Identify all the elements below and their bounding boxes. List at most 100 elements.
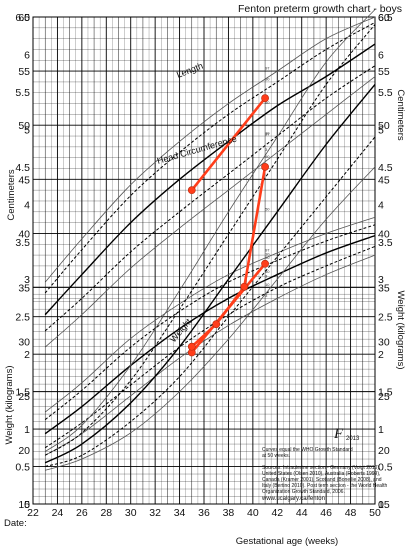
percentile-label: 3 <box>265 147 268 152</box>
note-line-4: Sources: Intrauterine section - Germany … <box>262 465 380 471</box>
x-tick-label: 42 <box>271 507 283 519</box>
y-tick-label-cm-right: 50 <box>378 120 390 132</box>
x-tick-label: 50 <box>369 507 381 519</box>
y-tick-label-kg-right: 1.5 <box>378 387 393 399</box>
x-tick-label: 46 <box>320 507 332 519</box>
y-tick-label-cm-left: 60 <box>18 12 30 24</box>
y-tick-label-kg-right: 2.5 <box>378 312 393 324</box>
note-line-1: Curves equal the WHO Growth Standard <box>262 447 353 453</box>
head_cm-p3-curve <box>45 254 376 456</box>
y-axis-label-cm-left: Centimeters <box>6 169 17 220</box>
y-tick-label-kg-left: 1 <box>24 424 30 436</box>
patient-line-length <box>190 97 267 191</box>
x-tick-label: 32 <box>149 507 161 519</box>
percentile-label: 3 <box>265 293 268 298</box>
reference-curves: 3 10 50 90 97 3 10 50 90 97 3 10 50 90 97 <box>44 9 376 471</box>
y-tick-label-kg-left: 3.5 <box>15 237 30 249</box>
x-tick-label: 48 <box>345 507 357 519</box>
patient-series <box>187 94 269 357</box>
y-tick-label-kg-left: 1.5 <box>15 387 30 399</box>
y-tick-label-kg-right: 5.5 <box>378 87 393 99</box>
chart-title: Fenton preterm growth chart - boys <box>238 3 402 15</box>
y-axis-label-weight-right: Weight (kilograms) <box>395 290 406 369</box>
date-label: Date: <box>4 518 27 529</box>
y-tick-label-kg-left: 4.5 <box>15 162 30 174</box>
x-tick-label: 22 <box>27 507 39 519</box>
percentile-label: 97 <box>265 247 270 252</box>
patient-line-weight <box>190 166 267 348</box>
y-tick-label-cm-left: 25 <box>18 391 30 403</box>
y-tick-label-kg-right: 4 <box>378 199 384 211</box>
grid <box>32 16 376 505</box>
y-tick-label-kg-left: 4 <box>24 199 30 211</box>
percentile-label: 97 <box>265 131 270 136</box>
percentile-label: 90 <box>265 154 270 159</box>
y-tick-label-kg-left: 0.5 <box>15 462 30 474</box>
y-tick-label-cm-left: 20 <box>18 445 30 457</box>
patient-point-weight <box>187 342 196 351</box>
y-tick-label-cm-right: 45 <box>378 174 390 186</box>
y-tick-label-cm-right: 60 <box>378 12 390 24</box>
x-tick-label: 44 <box>296 507 308 519</box>
x-tick-label: 30 <box>125 507 137 519</box>
y-tick-label-kg-right: 3 <box>378 274 384 286</box>
y-tick-label-kg-right: 6.5 <box>378 12 393 24</box>
weight_kg-p3-curve <box>45 166 376 471</box>
y-tick-label-cm-left: 35 <box>18 283 30 295</box>
y-tick-label-kg-right: 2 <box>378 349 384 361</box>
y-tick-label-cm-left: 50 <box>18 120 30 132</box>
x-tick-label: 34 <box>174 507 186 519</box>
y-tick-label-kg-right: 0.5 <box>378 462 393 474</box>
percentile-label: 10 <box>265 251 270 256</box>
y-axis-label-cm-right: Centimeters <box>395 89 406 140</box>
y-tick-label-kg-right: 6 <box>378 49 384 61</box>
x-axis-label: Gestational age (weeks) <box>236 536 338 547</box>
x-tick-label: 36 <box>198 507 210 519</box>
y-tick-label-cm-right: 30 <box>378 337 390 349</box>
y-tick-label-kg-left: 0 <box>24 499 30 511</box>
patient-point-weight <box>240 282 249 291</box>
source-url: www.ucalgary.ca/fenton <box>261 496 325 502</box>
y-tick-label-cm-right: 15 <box>378 499 390 511</box>
y-tick-label-kg-right: 5 <box>378 124 384 136</box>
head_cm-p10-curve <box>44 245 376 449</box>
y-tick-label-cm-right: 20 <box>378 445 390 457</box>
y-tick-label-kg-left: 6 <box>24 49 30 61</box>
percentile-label: 50 <box>265 100 270 105</box>
percentile-label: 90 <box>265 76 270 81</box>
length_cm-p97-curve <box>44 16 376 283</box>
weight_kg-p97-curve <box>44 9 376 452</box>
y-tick-label-cm-left: 30 <box>18 337 30 349</box>
y-tick-label-cm-left: 15 <box>18 499 30 511</box>
note-line-8: Organization Growth Standard, 2006. <box>262 489 345 495</box>
x-tick-label: 28 <box>100 507 112 519</box>
y-tick-label-kg-left: 5 <box>24 124 30 136</box>
y-tick-label-cm-right: 55 <box>378 66 390 78</box>
note-line-7: Italy (Bertino 2010). Post term section … <box>262 483 387 489</box>
patient-point-length <box>187 186 196 195</box>
length_cm-p10-curve <box>44 65 376 332</box>
y-tick-label-cm-left: 45 <box>18 174 30 186</box>
percentile-label: 97 <box>265 66 270 71</box>
patient-point-length <box>261 94 269 103</box>
y-tick-label-kg-left: 3 <box>24 274 30 286</box>
y-tick-label-kg-right: 0 <box>378 499 384 511</box>
logo-year: 2013 <box>346 436 360 442</box>
y-axis-label-weight-left: Weight (kilograms) <box>4 365 15 444</box>
percentile-label: 3 <box>265 274 268 279</box>
y-tick-label-kg-left: 2 <box>24 349 30 361</box>
fenton-logo: F <box>333 426 344 442</box>
note-line-2: at 50 weeks. <box>262 453 290 459</box>
y-tick-label-cm-left: 55 <box>18 66 30 78</box>
y-tick-label-kg-right: 3.5 <box>378 237 393 249</box>
x-tick-label: 24 <box>52 507 64 519</box>
percentile-label: 10 <box>265 282 270 287</box>
length_cm-p50-curve <box>44 43 376 316</box>
length_cm-p3-curve <box>44 76 376 348</box>
y-tick-label-kg-right: 1 <box>378 424 384 436</box>
percentile-label: 10 <box>265 131 270 136</box>
y-tick-label-kg-left: 2.5 <box>15 312 30 324</box>
x-tick-label: 26 <box>76 507 88 519</box>
